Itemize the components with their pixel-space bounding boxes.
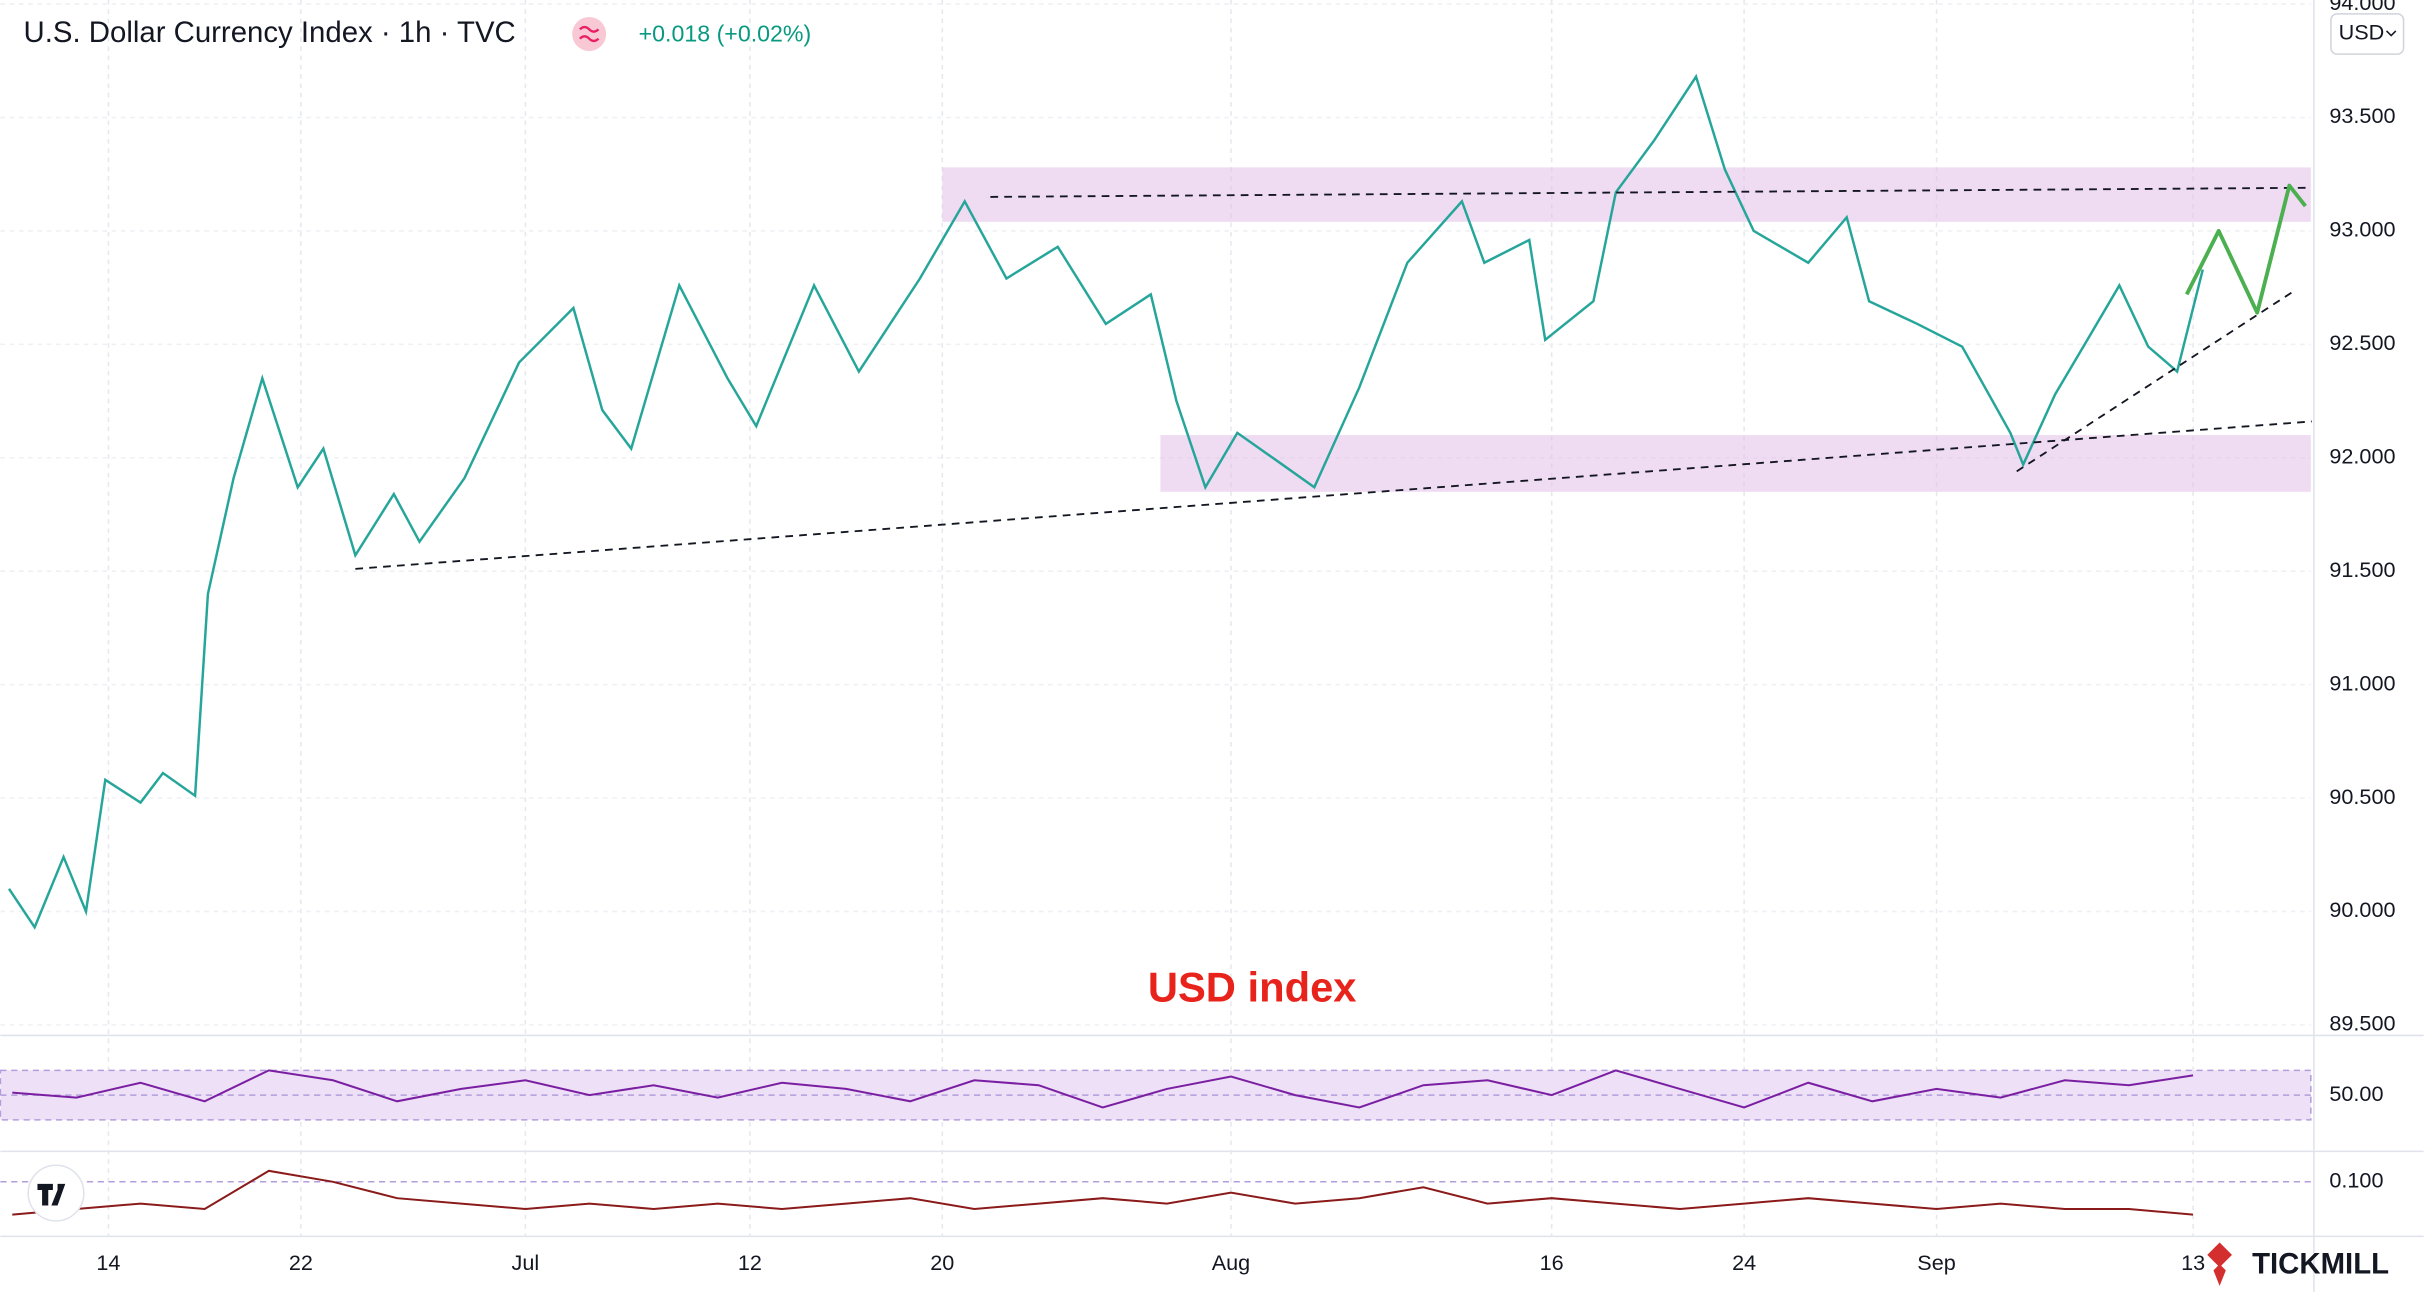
y-tick-label: 90.000 bbox=[2329, 897, 2395, 922]
brand-logo bbox=[2207, 1242, 2232, 1286]
currency-label[interactable]: USD bbox=[2339, 20, 2385, 45]
x-tick-label: 13 bbox=[2181, 1250, 2205, 1275]
plot: 14 22 Jul 12 20 Aug 16 24 Sep 13 94.000 93.500 93.00… bbox=[0, 0, 2396, 1275]
chart-title: U.S. Dollar Currency Index · 1h · TVC bbox=[24, 16, 516, 49]
tv-logo bbox=[27, 1164, 85, 1222]
y-tick-label: 93.000 bbox=[2329, 217, 2395, 242]
y-tick-label: 89.500 bbox=[2329, 1011, 2395, 1036]
x-tick-label: 16 bbox=[1540, 1250, 1564, 1275]
x-tick-label: 24 bbox=[1732, 1250, 1756, 1275]
trendline bbox=[990, 186, 2312, 198]
series-line bbox=[12, 1069, 2194, 1109]
y-tick-label: 92.000 bbox=[2329, 443, 2395, 468]
series-line bbox=[7, 73, 2204, 930]
zone bbox=[942, 167, 2311, 222]
x-tick-label: Jul bbox=[512, 1250, 540, 1275]
zone bbox=[1160, 435, 2311, 492]
x-tick-label: 20 bbox=[930, 1250, 954, 1275]
y-tick-label: 50.00 bbox=[2329, 1081, 2383, 1106]
series-line bbox=[12, 1169, 2194, 1216]
y-tick-label: 0.100 bbox=[2329, 1167, 2383, 1192]
x-tick-label: 12 bbox=[738, 1250, 762, 1275]
x-tick-label: Sep bbox=[1917, 1250, 1955, 1275]
x-tick-label: 22 bbox=[289, 1250, 313, 1275]
y-tick-label: 91.000 bbox=[2329, 670, 2395, 695]
y-tick-label: 94.000 bbox=[2329, 0, 2395, 15]
chevron bbox=[2385, 30, 2397, 37]
x-tick-label: 14 bbox=[96, 1250, 120, 1275]
icon bbox=[579, 25, 600, 43]
y-tick-label: 93.500 bbox=[2329, 103, 2395, 128]
annotation: USD index bbox=[1148, 964, 1357, 1011]
trendline bbox=[355, 420, 2312, 570]
currency-button[interactable] bbox=[2330, 13, 2405, 55]
x-tick-label: Aug bbox=[1212, 1250, 1250, 1275]
brand-name: TICKMILL bbox=[2252, 1247, 2389, 1280]
projection bbox=[2184, 183, 2307, 315]
y-tick-label: 90.500 bbox=[2329, 784, 2395, 809]
icon bbox=[572, 17, 607, 51]
y-tick-label: 91.500 bbox=[2329, 557, 2395, 582]
y-tick-label: 92.500 bbox=[2329, 330, 2395, 355]
tv-logo bbox=[37, 1183, 66, 1206]
price-change: +0.018 (+0.02%) bbox=[639, 21, 812, 47]
